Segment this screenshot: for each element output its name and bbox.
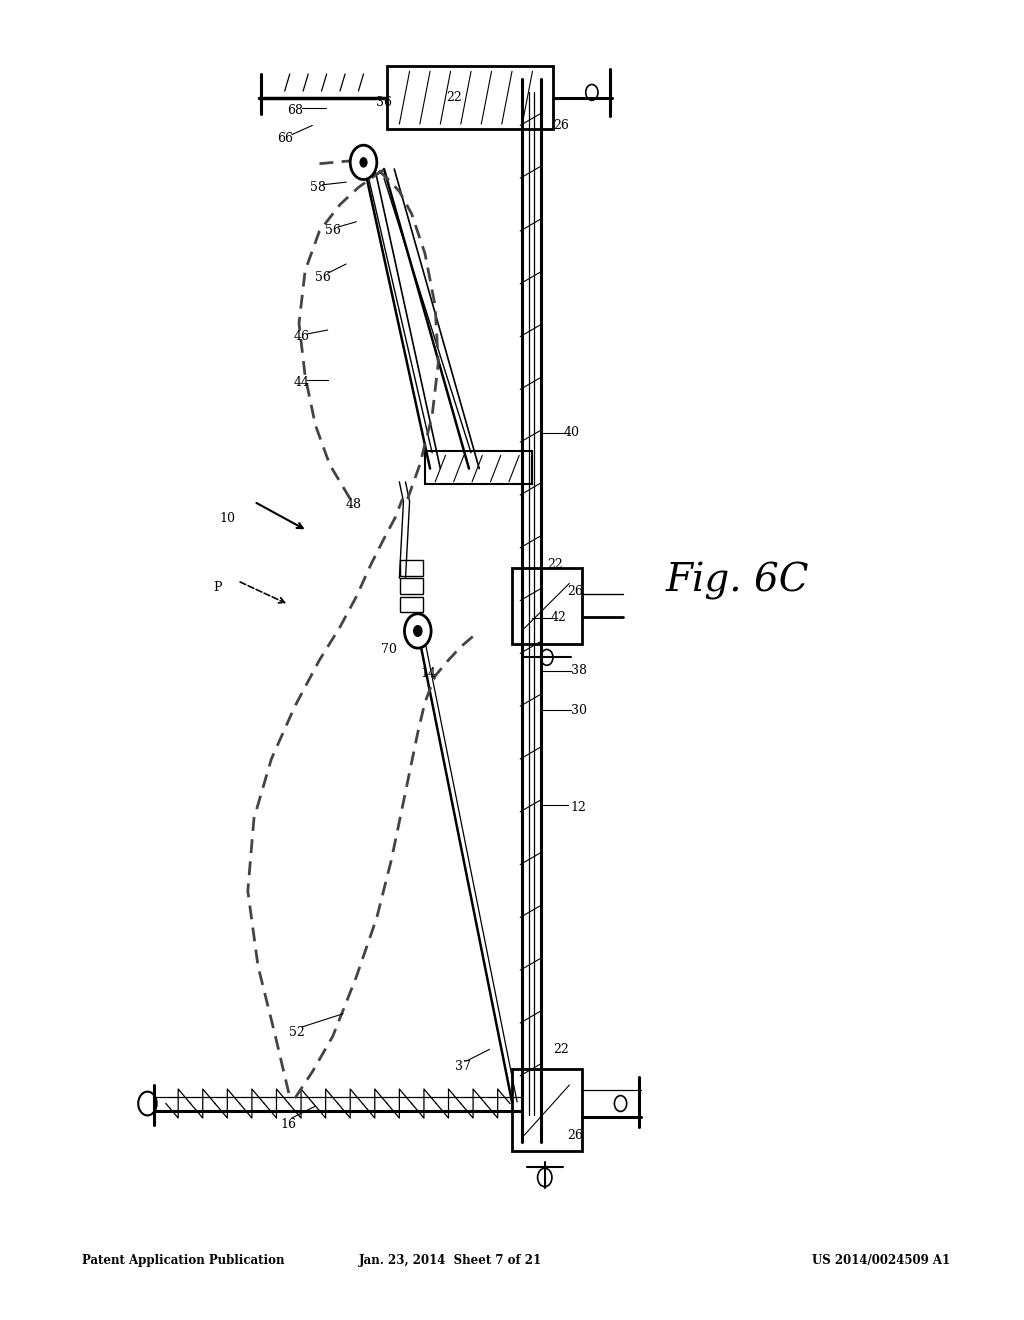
- Circle shape: [359, 157, 368, 168]
- Text: 56: 56: [314, 271, 331, 284]
- Text: 10: 10: [219, 512, 236, 525]
- Text: 36: 36: [376, 96, 392, 110]
- Text: 46: 46: [294, 330, 310, 343]
- Text: P: P: [213, 581, 221, 594]
- Bar: [512, 1069, 582, 1151]
- Text: 22: 22: [547, 558, 563, 572]
- Text: 26: 26: [553, 119, 569, 132]
- Text: 58: 58: [309, 181, 326, 194]
- Text: 26: 26: [567, 585, 584, 598]
- Text: 26: 26: [567, 1129, 584, 1142]
- Bar: [400, 578, 423, 594]
- Bar: [512, 568, 582, 644]
- Text: 12: 12: [570, 801, 587, 814]
- Text: 16: 16: [281, 1118, 297, 1131]
- Text: 14: 14: [420, 667, 436, 680]
- Bar: [400, 560, 423, 576]
- Text: 56: 56: [325, 224, 341, 238]
- Text: Jan. 23, 2014  Sheet 7 of 21: Jan. 23, 2014 Sheet 7 of 21: [359, 1254, 542, 1267]
- Text: 68: 68: [287, 104, 303, 117]
- Circle shape: [414, 626, 422, 636]
- Text: Patent Application Publication: Patent Application Publication: [82, 1254, 285, 1267]
- Text: US 2014/0024509 A1: US 2014/0024509 A1: [812, 1254, 949, 1267]
- Text: 52: 52: [289, 1026, 305, 1039]
- Text: 38: 38: [570, 664, 587, 677]
- Text: 22: 22: [445, 91, 462, 104]
- Text: 42: 42: [550, 611, 566, 624]
- Text: 30: 30: [570, 704, 587, 717]
- Bar: [387, 66, 553, 129]
- Circle shape: [138, 1092, 157, 1115]
- Text: 44: 44: [294, 376, 310, 389]
- Text: Fig. 6C: Fig. 6C: [666, 562, 809, 599]
- Circle shape: [350, 145, 377, 180]
- Text: 70: 70: [381, 643, 397, 656]
- Text: 48: 48: [345, 498, 361, 511]
- Text: 37: 37: [455, 1060, 471, 1073]
- Bar: [400, 597, 423, 612]
- Text: 40: 40: [563, 426, 580, 440]
- Circle shape: [404, 614, 431, 648]
- Text: 66: 66: [276, 132, 293, 145]
- Bar: [425, 451, 532, 484]
- Text: 22: 22: [553, 1043, 569, 1056]
